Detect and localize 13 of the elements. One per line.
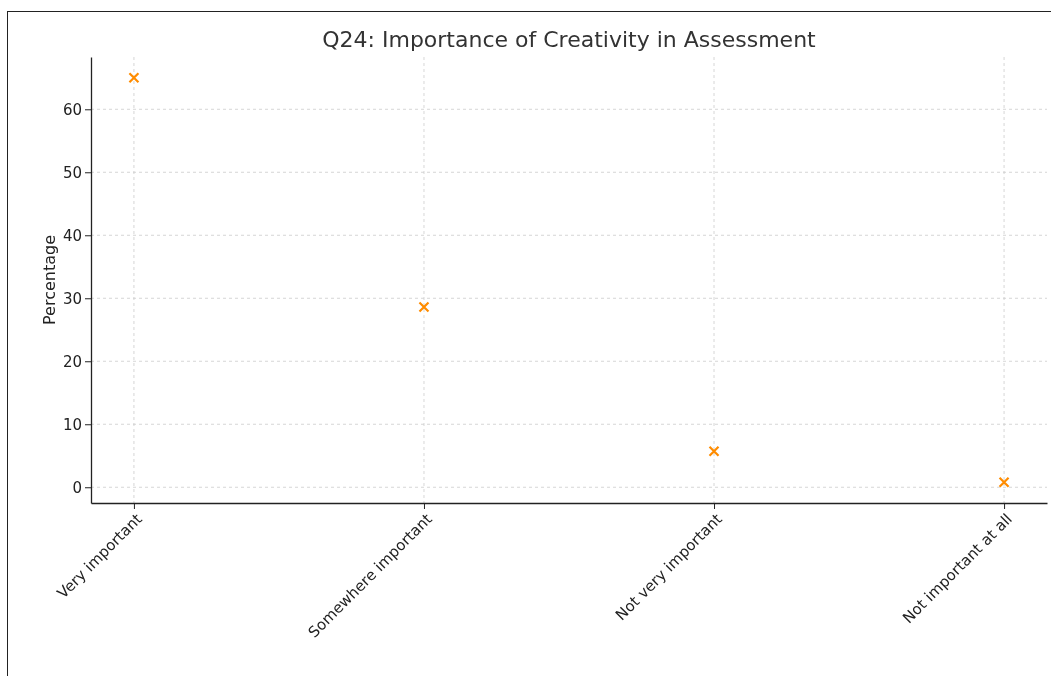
point [418, 301, 430, 313]
y-axis-title: Percentage [40, 234, 59, 326]
point [998, 476, 1010, 488]
y-tick-label: 40 [62, 226, 82, 245]
y-tick-label: 50 [62, 163, 82, 182]
y-tick-label: 60 [62, 100, 82, 119]
y-tick-label: 20 [62, 352, 82, 371]
point [128, 72, 140, 84]
chart-title: Q24: Importance of Creativity in Assessment [322, 27, 817, 52]
point [708, 445, 720, 457]
y-tick-label: 10 [62, 415, 82, 434]
y-tick-label: 30 [62, 289, 82, 308]
y-tick-label: 0 [72, 478, 82, 497]
